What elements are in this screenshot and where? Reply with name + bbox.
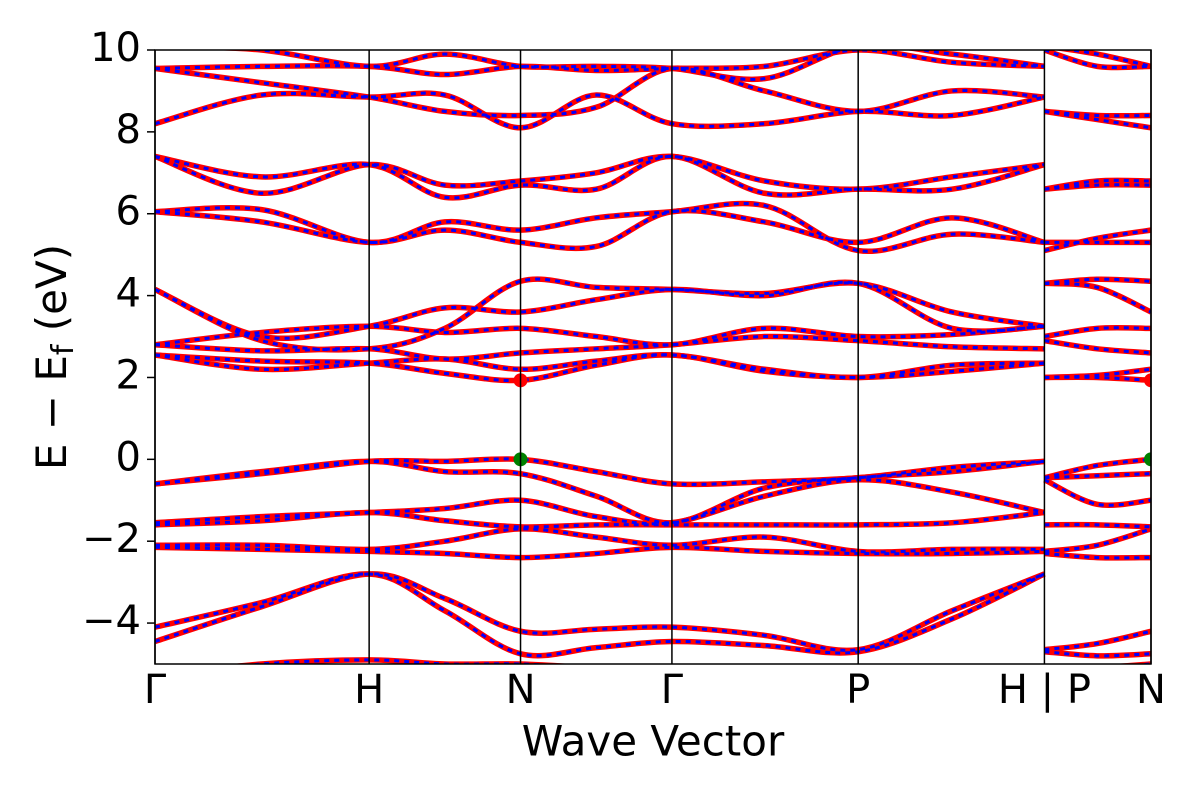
x-tick-label: N: [1136, 667, 1166, 713]
band-line: [155, 277, 1151, 352]
band-line: [155, 90, 1151, 131]
y-label-sub: f: [46, 343, 81, 355]
band-line: [155, 545, 1151, 560]
band-line: [155, 478, 1151, 526]
band-line: [155, 91, 1151, 130]
band-line: [155, 572, 1151, 652]
y-tick-label: 8: [116, 107, 141, 153]
band-line: [155, 202, 1151, 253]
band-line: [155, 50, 1151, 77]
band-line: [155, 324, 1151, 347]
x-tick-label: H: [354, 667, 384, 713]
band-line: [155, 334, 1151, 361]
band-line: [241, 50, 1151, 81]
band-edge-marker: [1144, 373, 1151, 388]
x-tick-label: Γ: [144, 667, 167, 713]
y-tick-label: −4: [82, 598, 141, 644]
band-line: [155, 154, 1151, 195]
x-tick-label: P: [846, 667, 870, 713]
band-line: [155, 572, 1151, 658]
x-tick-label: N: [506, 667, 536, 713]
x-tick-label: Γ: [661, 667, 684, 713]
plot-area: [155, 50, 1151, 664]
band-line: [244, 658, 1151, 664]
y-tick-label: 6: [116, 189, 141, 235]
y-tick-label: 10: [90, 25, 141, 71]
band-line: [155, 527, 1151, 554]
y-tick-label: 4: [116, 271, 141, 317]
band-edge-marker: [1144, 452, 1151, 467]
band-line: [155, 153, 1151, 201]
y-axis-label: E − Ef (eV): [27, 244, 81, 470]
band-line: [155, 571, 1151, 659]
x-axis-label: Wave Vector: [522, 717, 785, 766]
band-line: [155, 209, 1151, 250]
band-line: [155, 571, 1151, 654]
x-tick-label: H | P: [998, 667, 1091, 713]
y-tick-label: 0: [116, 434, 141, 480]
band-line: [155, 459, 1151, 525]
band-line: [155, 66, 1151, 118]
band-line: [155, 353, 1151, 380]
y-label-unit: (eV): [27, 244, 76, 345]
band-line: [155, 457, 1151, 486]
y-tick-label: −2: [82, 516, 141, 562]
y-tick-label: 2: [116, 352, 141, 398]
y-label-main: E − E: [27, 355, 76, 470]
